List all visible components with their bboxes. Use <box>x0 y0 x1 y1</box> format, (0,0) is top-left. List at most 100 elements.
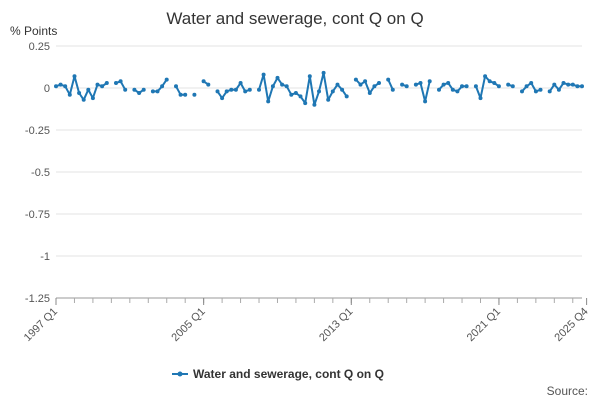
data-point[interactable] <box>183 92 188 97</box>
data-point[interactable] <box>441 82 446 87</box>
data-point[interactable] <box>312 102 317 107</box>
y-axis-unit-label: % Points <box>10 24 57 38</box>
data-point[interactable] <box>77 91 82 95</box>
data-point[interactable] <box>506 82 511 87</box>
data-point[interactable] <box>344 94 349 99</box>
data-point[interactable] <box>556 87 561 92</box>
data-point[interactable] <box>72 74 77 79</box>
data-point[interactable] <box>377 81 381 85</box>
data-point[interactable] <box>478 96 483 101</box>
data-point[interactable] <box>464 84 469 89</box>
data-point[interactable] <box>437 87 441 92</box>
data-point[interactable] <box>155 89 160 94</box>
data-point[interactable] <box>280 82 285 87</box>
data-point[interactable] <box>257 87 261 92</box>
data-point[interactable] <box>353 77 358 82</box>
data-point[interactable] <box>270 84 275 89</box>
data-point[interactable] <box>529 81 534 85</box>
data-point[interactable] <box>206 82 211 87</box>
data-point[interactable] <box>298 94 303 99</box>
data-point[interactable] <box>460 84 464 89</box>
data-point[interactable] <box>473 84 478 89</box>
data-point[interactable] <box>100 84 105 89</box>
data-point[interactable] <box>326 97 331 102</box>
data-point[interactable] <box>63 84 68 89</box>
data-point[interactable] <box>496 84 501 89</box>
data-point[interactable] <box>386 77 391 82</box>
data-point[interactable] <box>233 87 238 92</box>
data-point[interactable] <box>220 96 225 101</box>
data-point[interactable] <box>54 84 58 89</box>
data-point[interactable] <box>229 87 234 92</box>
data-point[interactable] <box>552 82 557 87</box>
data-point[interactable] <box>413 82 418 87</box>
data-point[interactable] <box>141 87 146 92</box>
data-point[interactable] <box>160 84 165 89</box>
data-point[interactable] <box>538 87 543 92</box>
data-point[interactable] <box>423 99 428 104</box>
data-point[interactable] <box>427 79 432 84</box>
data-point[interactable] <box>321 70 326 75</box>
data-point[interactable] <box>575 84 580 89</box>
data-point[interactable] <box>446 81 451 85</box>
data-point[interactable] <box>224 89 229 94</box>
data-point[interactable] <box>520 89 524 94</box>
data-point[interactable] <box>150 89 155 94</box>
data-point[interactable] <box>510 84 515 89</box>
data-point[interactable] <box>215 89 220 94</box>
data-point[interactable] <box>404 84 409 89</box>
data-point[interactable] <box>566 82 571 87</box>
data-point[interactable] <box>524 84 529 89</box>
data-point[interactable] <box>367 91 372 95</box>
data-point[interactable] <box>492 81 497 85</box>
data-point[interactable] <box>400 82 405 87</box>
data-point[interactable] <box>547 89 552 94</box>
data-point[interactable] <box>284 84 289 89</box>
data-point[interactable] <box>95 82 100 87</box>
data-point[interactable] <box>132 87 137 92</box>
data-point[interactable] <box>372 84 377 89</box>
data-point[interactable] <box>533 89 538 94</box>
data-point[interactable] <box>58 82 63 87</box>
data-point[interactable] <box>90 96 95 101</box>
data-point[interactable] <box>114 81 118 85</box>
data-point[interactable] <box>178 92 183 97</box>
legend[interactable]: Water and sewerage, cont Q on Q <box>172 367 384 381</box>
data-point[interactable] <box>275 75 280 80</box>
data-point[interactable] <box>418 81 423 85</box>
data-point[interactable] <box>123 87 128 92</box>
data-point[interactable] <box>243 89 248 94</box>
data-point[interactable] <box>67 92 72 97</box>
data-point[interactable] <box>561 81 566 85</box>
data-point[interactable] <box>335 82 340 87</box>
data-point[interactable] <box>266 99 271 104</box>
data-point[interactable] <box>307 74 312 79</box>
data-point[interactable] <box>247 87 252 92</box>
data-point[interactable] <box>390 87 395 92</box>
data-point[interactable] <box>261 72 266 77</box>
data-point[interactable] <box>192 92 197 97</box>
data-point[interactable] <box>483 74 488 79</box>
data-point[interactable] <box>303 101 308 106</box>
data-point[interactable] <box>118 79 123 84</box>
data-point[interactable] <box>580 84 584 89</box>
data-point[interactable] <box>358 82 363 87</box>
data-point[interactable] <box>487 79 492 84</box>
data-point[interactable] <box>289 92 294 97</box>
data-point[interactable] <box>164 77 169 82</box>
data-point[interactable] <box>81 97 86 102</box>
data-point[interactable] <box>363 79 368 84</box>
data-point[interactable] <box>317 89 321 94</box>
data-point[interactable] <box>201 79 206 84</box>
data-point[interactable] <box>340 87 345 92</box>
data-point[interactable] <box>104 81 109 85</box>
data-point[interactable] <box>86 87 91 92</box>
data-point[interactable] <box>137 91 142 95</box>
data-point[interactable] <box>238 81 243 85</box>
data-point[interactable] <box>570 82 575 87</box>
data-point[interactable] <box>455 89 460 94</box>
data-point[interactable] <box>293 91 298 95</box>
data-point[interactable] <box>330 89 335 94</box>
data-point[interactable] <box>174 84 178 89</box>
data-point[interactable] <box>450 87 455 92</box>
